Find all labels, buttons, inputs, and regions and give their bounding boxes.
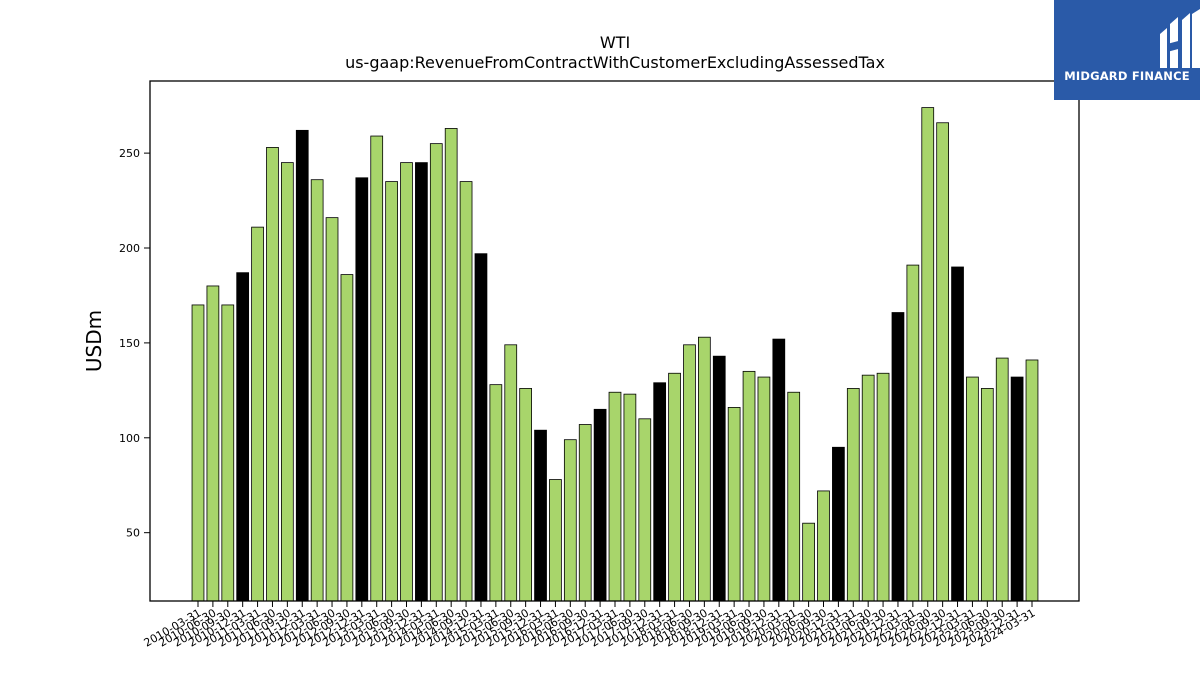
- y-tick-label: 100: [119, 432, 140, 445]
- bar-2012-12-31: [355, 177, 369, 602]
- bar-2012-09-30: [340, 274, 354, 602]
- bar-2011-03-31: [251, 226, 264, 602]
- chart-title: WTI: [600, 33, 630, 52]
- bar-2012-06-30: [325, 217, 339, 602]
- x-axis-ticks: 2010-03-312010-06-302010-09-302010-12-31…: [142, 601, 1038, 650]
- bar-2021-09-30: [876, 372, 890, 602]
- bar-2022-06-30: [921, 107, 935, 602]
- bar-2023-06-30: [980, 388, 994, 602]
- plot-frame: [149, 80, 1080, 602]
- bar-2011-06-30: [266, 147, 279, 602]
- bar-2021-03-31: [846, 388, 860, 602]
- y-tick-label: 250: [119, 147, 140, 160]
- bar-2015-09-30: [519, 388, 533, 602]
- bar-2023-09-30: [995, 357, 1009, 602]
- y-tick-label: 150: [119, 337, 140, 350]
- bar-2015-12-31: [534, 429, 547, 602]
- bar-2019-09-30: [757, 376, 771, 602]
- bar-2022-03-31: [906, 264, 920, 602]
- bars-group: [191, 107, 1039, 602]
- midgard-finance-logo: MIDGARD FINANCE: [1054, 0, 1200, 100]
- bar-2010-12-31: [236, 272, 250, 602]
- bar-2019-03-31: [727, 407, 741, 602]
- bar-2020-12-31: [832, 446, 845, 602]
- y-axis-label: USDm: [82, 310, 106, 372]
- bar-2020-03-31: [787, 391, 801, 602]
- bar-2014-09-30: [459, 181, 473, 602]
- bar-2016-06-30: [563, 439, 577, 602]
- bar-2014-06-30: [444, 128, 458, 602]
- midgard-logo-icon: [1160, 9, 1200, 68]
- bar-2023-12-31: [1010, 376, 1024, 602]
- bar-2014-12-31: [474, 253, 488, 602]
- chart-subtitle: us-gaap:RevenueFromContractWithCustomerE…: [345, 53, 885, 72]
- bar-2016-12-31: [593, 408, 607, 602]
- y-axis-ticks: 50 100 150 200 250: [119, 147, 150, 540]
- bar-2010-03-31: [191, 304, 205, 602]
- bar-2015-06-30: [504, 344, 518, 602]
- bar-2022-09-30: [936, 122, 950, 602]
- bar-2019-06-30: [742, 370, 756, 602]
- bar-2013-03-31: [370, 135, 384, 602]
- bar-2010-09-30: [221, 304, 235, 602]
- bar-2019-12-31: [772, 338, 786, 602]
- bar-2012-03-31: [310, 179, 324, 602]
- bar-2010-06-30: [206, 285, 220, 602]
- logo-text: MIDGARD FINANCE: [1064, 69, 1190, 83]
- bar-2023-03-31: [966, 376, 979, 602]
- bar-2018-06-30: [683, 344, 696, 602]
- bar-2018-12-31: [712, 355, 726, 602]
- bar-2013-09-30: [400, 162, 413, 602]
- bar-2017-09-30: [638, 418, 652, 602]
- bar-2017-03-31: [608, 391, 622, 602]
- bar-2011-12-31: [295, 129, 309, 602]
- y-tick-label: 50: [126, 527, 140, 540]
- bar-2016-03-31: [549, 479, 562, 602]
- bar-2021-12-31: [891, 312, 905, 602]
- bar-2018-03-31: [668, 372, 681, 602]
- bar-2022-12-31: [951, 266, 964, 602]
- bar-2011-09-30: [280, 162, 294, 602]
- bar-2017-12-31: [653, 382, 667, 602]
- bar-2018-09-30: [698, 336, 711, 602]
- y-tick-label: 200: [119, 242, 140, 255]
- bar-2015-03-31: [489, 384, 503, 602]
- bar-2024-03-31: [1025, 359, 1039, 602]
- bar-2014-03-31: [429, 143, 443, 602]
- bar-2020-09-30: [817, 490, 830, 602]
- bar-2017-06-30: [623, 393, 637, 602]
- bar-2021-06-30: [861, 374, 875, 602]
- bar-2020-06-30: [802, 522, 815, 602]
- bar-2013-12-31: [415, 162, 428, 602]
- bar-2013-06-30: [385, 181, 398, 602]
- bar-2016-09-30: [578, 424, 592, 602]
